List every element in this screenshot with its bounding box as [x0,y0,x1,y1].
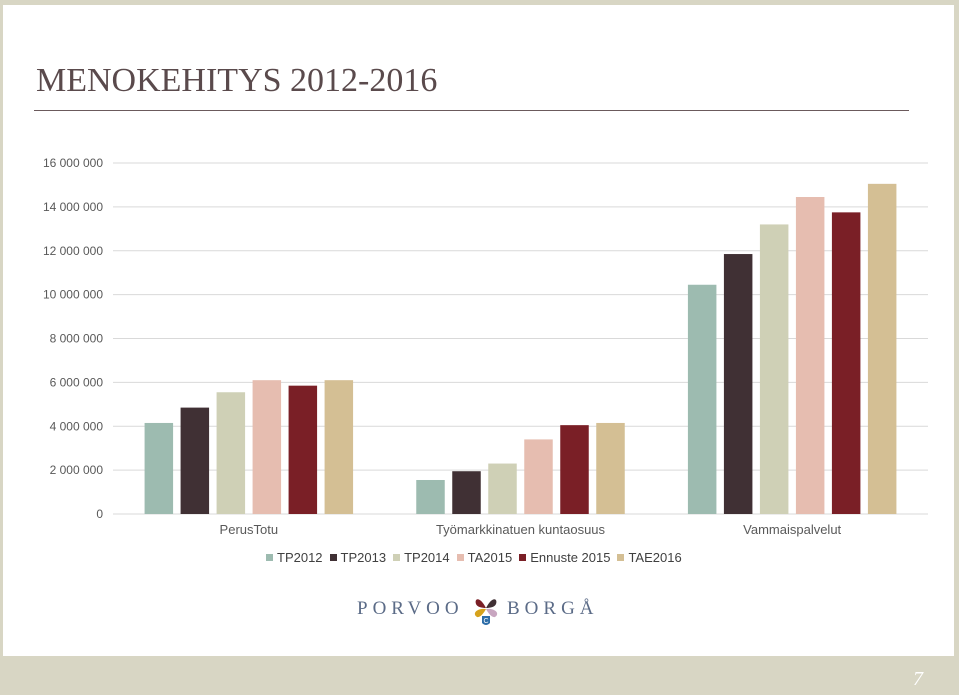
y-tick-label: 12 000 000 [43,244,103,258]
bar [288,385,318,514]
bar [867,183,897,514]
legend-item: TP2014 [393,550,450,565]
legend-swatch [456,553,464,561]
category-label: Työmarkkinatuen kuntaosuus [436,522,606,537]
bar [723,254,753,514]
legend-item: TP2013 [329,549,387,565]
y-tick-label: 4 000 000 [50,419,104,433]
chart-legend: TP2012 TP2013 TP2014 TA2015 Ennuste 2015 TAE2… [266,549,689,565]
legend-item: TA2015 [456,549,513,565]
bar [144,422,174,514]
legend-item: Ennuste 2015 [519,550,610,565]
legend-label: TP2012 [277,549,323,565]
legend-item: TAE2016 [617,549,682,565]
bar [324,380,354,514]
bar [831,212,861,514]
slide-title: MENOKEHITYS 2012-2016 [36,62,438,99]
legend-swatch [617,553,625,561]
bar [596,422,625,514]
legend-label: TA2015 [467,549,513,565]
legend-item: TP2012 [266,550,323,565]
legend-swatch [393,553,401,561]
title-divider [34,110,909,111]
porvoo-borga-logo: PORVOO C BORGÅ [355,592,605,628]
bar [252,380,282,514]
bar [560,425,589,514]
y-tick-label: 10 000 000 [43,288,103,302]
y-tick-label: 0 [96,507,103,521]
bar [488,463,517,514]
y-tick-label: 8 000 000 [50,332,104,346]
legend-label: Ennuste 2015 [530,549,611,565]
legend-label: TAE2016 [628,549,682,565]
legend-swatch [329,553,337,561]
bar [795,197,825,515]
bar [216,392,246,514]
bar [180,407,210,514]
y-tick-label: 14 000 000 [43,200,103,214]
legend-swatch [266,553,273,561]
slide-background [3,5,954,656]
logo-text-porvoo: PORVOO [357,598,464,619]
legend-swatch [519,553,527,561]
porvoo-emblem-icon: C [474,599,498,625]
bar [687,284,717,514]
legend-label: TP2013 [340,549,387,565]
logo-text-borga: BORGÅ [507,598,599,619]
y-tick-label: 6 000 000 [50,375,104,389]
category-label: Vammaispalvelut [743,522,841,537]
category-label: PerusTotu [220,522,279,537]
page-number: 7 [913,668,923,690]
y-tick-label: 16 000 000 [43,156,103,170]
legend-label: TP2014 [404,549,450,565]
emblem-letter: C [483,618,488,625]
bar [524,439,553,514]
bar [452,471,481,514]
y-tick-label: 2 000 000 [50,463,104,477]
bar [416,479,445,514]
bar [759,224,789,515]
